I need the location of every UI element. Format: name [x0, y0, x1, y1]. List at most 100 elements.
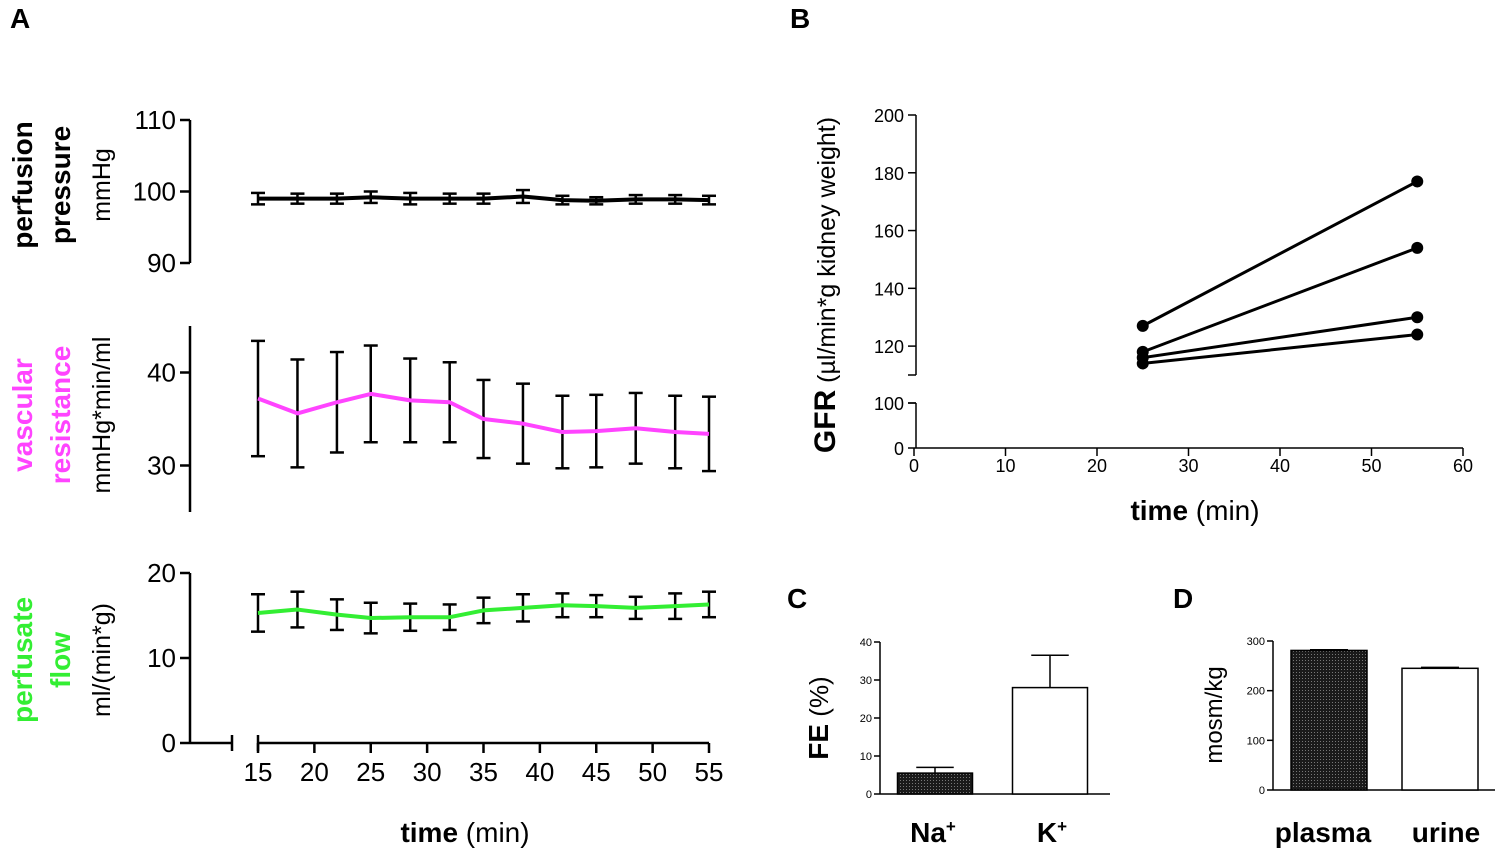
panel-label-d: D	[1173, 583, 1193, 614]
panel-label-c: C	[787, 583, 807, 614]
panel-label-a: A	[10, 3, 30, 34]
pressure-y-tick-label: 110	[135, 105, 176, 135]
flow-x-tick-label: 30	[413, 757, 442, 787]
osm-y-tick-label: 0	[1259, 785, 1265, 797]
fe-xlabel-na-sup: +	[946, 817, 956, 836]
fe-y-tick-label: 20	[860, 713, 872, 725]
fe-y-tick-label: 40	[860, 637, 872, 649]
gfr-y-tick-label: 100	[874, 394, 904, 414]
fe-xlabel-k-sup: +	[1057, 817, 1067, 836]
osm-y-tick-label: 300	[1247, 636, 1265, 648]
gfr-y-tick-label: 160	[874, 222, 904, 242]
osm-xlabel-plasma: plasma	[1275, 817, 1372, 848]
osm-bars	[1290, 648, 1479, 791]
osm-ylabel: mosm/kg	[1201, 666, 1228, 763]
chart-vascular-resistance: vascular resistance mmHg*min/ml 30 40	[7, 326, 716, 512]
gfr-y-tick-label: 0	[894, 439, 904, 459]
pressure-y-tick-label: 90	[147, 248, 176, 278]
gfr-point	[1411, 175, 1424, 188]
fe-y-tick-label: 0	[866, 789, 872, 801]
flow-xlabel-bold: time	[400, 817, 458, 848]
gfr-series-line-4	[1142, 333, 1418, 365]
fe-y-tick-label: 10	[860, 751, 872, 763]
gfr-series-line-2	[1142, 246, 1418, 354]
gfr-point	[1411, 241, 1424, 254]
fe-xlabel-na: Na+	[910, 817, 956, 848]
pressure-y-axis: 90 100 110	[133, 105, 192, 278]
resistance-y-axis: 30 40	[147, 326, 192, 512]
fe-bar	[896, 772, 974, 795]
fe-bars	[896, 654, 1089, 795]
flow-x-tick-label: 20	[300, 757, 329, 787]
gfr-x-tick-label: 30	[1178, 456, 1198, 476]
flow-x-tick-label: 45	[582, 757, 611, 787]
flow-y-tick-label: 10	[147, 643, 176, 673]
gfr-xlabel-unit: (min)	[1196, 495, 1260, 526]
gfr-point	[1136, 319, 1149, 332]
flow-y-tick-label: 20	[147, 558, 176, 588]
gfr-x-tick-label: 40	[1270, 456, 1290, 476]
resistance-ylabel-line2: resistance	[45, 346, 76, 485]
flow-ylabel-line2: flow	[45, 632, 76, 688]
flow-x-tick-label: 15	[244, 757, 273, 787]
gfr-xlabel-bold: time	[1130, 495, 1188, 526]
osm-bar	[1290, 649, 1368, 791]
gfr-point	[1411, 328, 1424, 341]
gfr-series-line-3	[1142, 315, 1418, 360]
gfr-y-tick-label: 180	[874, 164, 904, 184]
pressure-y-tick-label: 100	[133, 177, 176, 207]
gfr-point	[1136, 357, 1149, 370]
fe-xlabel-na-base: Na	[910, 817, 946, 848]
flow-ylabel-line1: perfusate	[7, 597, 38, 723]
flow-series	[251, 590, 716, 635]
flow-y-axis: 0 10 20	[147, 558, 192, 758]
flow-xlabel: time (min)	[400, 817, 529, 848]
osm-bar	[1401, 667, 1479, 791]
chart-perfusion-pressure: perfusion pressure mmHg 90 100 110	[7, 105, 716, 278]
flow-x-tick-label: 35	[469, 757, 498, 787]
resistance-ylabel-unit: mmHg*min/ml	[88, 337, 116, 494]
flow-x-tick-label: 40	[525, 757, 554, 787]
flow-ylabel-unit: ml/(min*g)	[88, 603, 116, 717]
gfr-xlabel: time (min)	[1130, 495, 1259, 526]
flow-x-tick-label: 50	[638, 757, 667, 787]
resistance-series	[251, 339, 716, 473]
osm-axes: 0 100 200 300	[1247, 636, 1495, 797]
fe-ylabel-unit: (%)	[804, 676, 834, 716]
chart-osmolality: 0 100 200 300 mosm/kg plasma urine	[1201, 636, 1495, 848]
gfr-y-tick-label: 140	[874, 279, 904, 299]
gfr-y-tick-label: 200	[874, 106, 904, 126]
fe-xlabel-k-base: K	[1037, 817, 1057, 848]
flow-x-axis: 15 20 25 30 35 40 45 50 55	[190, 735, 723, 787]
pressure-ylabel-line1: perfusion	[7, 121, 38, 249]
osm-xlabel-urine: urine	[1412, 817, 1480, 848]
gfr-x-tick-label: 20	[1087, 456, 1107, 476]
fe-ylabel: FE (%)	[803, 676, 834, 759]
flow-x-tick-label: 25	[356, 757, 385, 787]
gfr-y-tick-label: 120	[874, 337, 904, 357]
gfr-ylabel-unit: (µl/min*g kidney weight)	[813, 117, 841, 383]
resistance-ylabel-line1: vascular	[7, 358, 38, 472]
gfr-ylabel-bold: GFR	[809, 389, 842, 453]
flow-y-tick-label: 0	[162, 728, 176, 758]
gfr-ylabel: GFR (µl/min*g kidney weight)	[809, 117, 842, 453]
pressure-ylabel-line2: pressure	[45, 126, 76, 244]
fe-ylabel-bold: FE	[803, 724, 834, 760]
gfr-axes: 120 140 160 180 200 0 100 0 10 20 30 40 50 60	[874, 106, 1473, 476]
pressure-series	[251, 188, 716, 206]
gfr-x-tick-label: 60	[1453, 456, 1473, 476]
gfr-x-tick-label: 10	[995, 456, 1015, 476]
fe-xlabel-k: K+	[1037, 817, 1067, 848]
panel-label-b: B	[790, 3, 810, 34]
chart-gfr: 120 140 160 180 200 0 100 0 10 20 30 40 50 60 GFR (µl…	[809, 106, 1473, 526]
flow-xlabel-unit: (min)	[466, 817, 530, 848]
fe-y-tick-label: 30	[860, 675, 872, 687]
chart-perfusate-flow: perfusate flow ml/(min*g) 0 10 20 15 20 25 30…	[7, 558, 723, 848]
gfr-point	[1411, 311, 1424, 324]
fe-bar	[1011, 686, 1089, 795]
osm-y-tick-label: 200	[1247, 686, 1265, 698]
gfr-series	[1136, 175, 1424, 370]
gfr-x-tick-label: 50	[1361, 456, 1381, 476]
